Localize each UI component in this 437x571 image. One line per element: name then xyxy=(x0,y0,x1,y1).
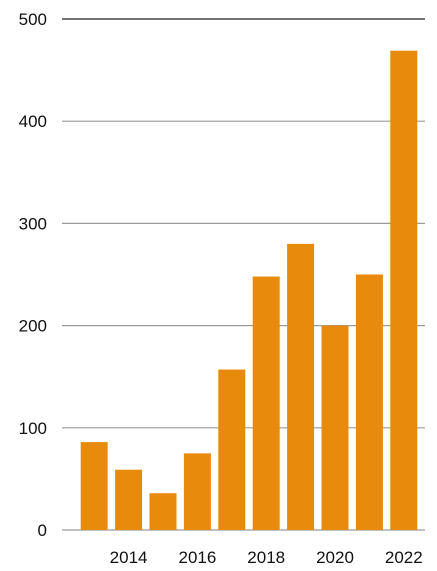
x-tick-label: 2014 xyxy=(110,548,148,567)
bar-2015 xyxy=(149,493,177,530)
bar-2017 xyxy=(218,369,246,530)
bar-2014 xyxy=(115,469,143,530)
y-tick-label: 100 xyxy=(19,419,47,438)
y-tick-label: 500 xyxy=(19,10,47,29)
x-tick-label: 2018 xyxy=(247,548,285,567)
bars xyxy=(80,50,418,530)
bar-2016 xyxy=(183,453,211,530)
x-tick-label: 2016 xyxy=(178,548,216,567)
bar-2019 xyxy=(287,243,315,530)
bar-2022 xyxy=(390,50,418,530)
bar-2018 xyxy=(252,276,280,530)
x-tick-label: 2022 xyxy=(385,548,423,567)
y-tick-label: 0 xyxy=(38,521,47,540)
y-tick-label: 300 xyxy=(19,214,47,233)
x-axis-tick-labels: 2014 2016 2018 2020 2022 xyxy=(110,548,423,567)
x-tick-label: 2020 xyxy=(316,548,354,567)
y-tick-label: 200 xyxy=(19,317,47,336)
bar-2013 xyxy=(80,442,108,530)
y-tick-label: 400 xyxy=(19,112,47,131)
y-axis-tick-labels: 0 100 200 300 400 500 xyxy=(19,10,47,540)
bar-2021 xyxy=(355,274,383,530)
bar-2020 xyxy=(321,325,349,530)
